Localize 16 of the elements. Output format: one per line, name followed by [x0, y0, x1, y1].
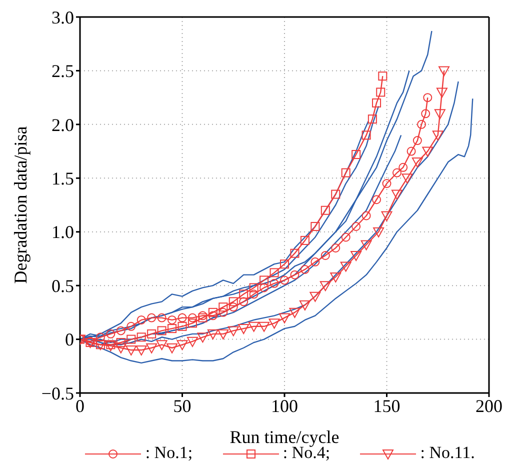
legend-label: : No.1; [145, 443, 193, 462]
legend-label: : No.11. [420, 443, 475, 462]
y-tick-label: 1.5 [52, 168, 74, 189]
x-tick-label: 150 [373, 396, 400, 416]
y-tick-label: 1.0 [52, 222, 74, 242]
y-tick-label: 0.5 [52, 276, 74, 296]
y-tick-label: −0.5 [41, 383, 74, 404]
x-tick-label: 100 [271, 396, 298, 416]
x-tick-label: 50 [173, 396, 192, 416]
y-tick-label: 0 [65, 330, 74, 350]
x-axis-title: Run time/cycle [230, 427, 340, 447]
y-tick-label: 3.0 [52, 7, 74, 28]
y-axis-title: Degradation data/pisa [10, 126, 30, 284]
y-tick-label: 2.5 [52, 61, 74, 82]
y-tick-label: 2.0 [52, 114, 74, 135]
x-tick-label: 200 [476, 396, 502, 416]
